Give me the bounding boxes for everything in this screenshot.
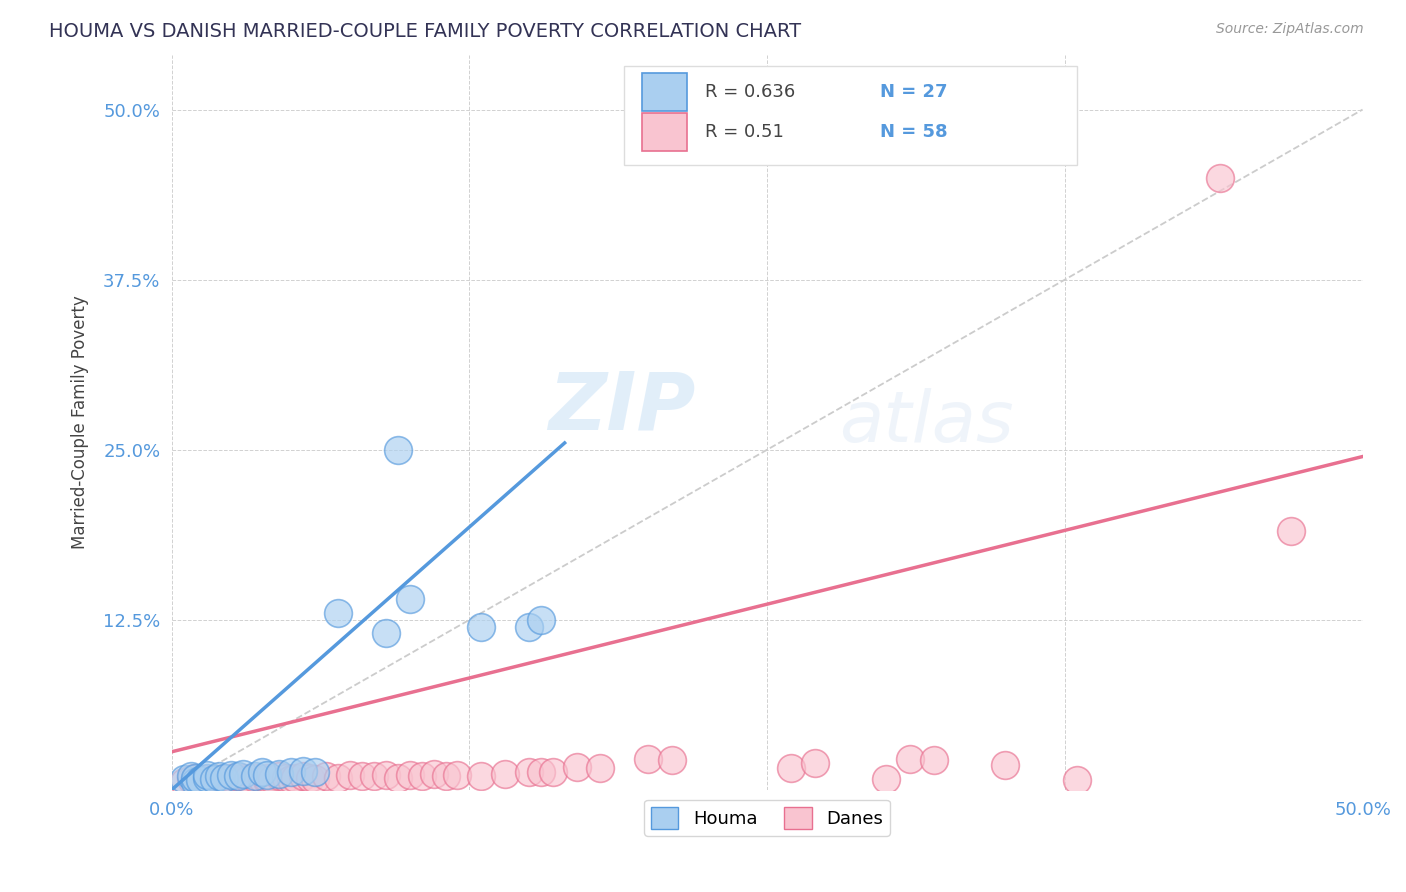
Point — [803, 756, 825, 770]
Point — [195, 768, 218, 782]
Text: ZIP: ZIP — [548, 368, 696, 447]
Point — [188, 773, 211, 788]
Text: R = 0.51: R = 0.51 — [706, 123, 785, 141]
Point — [173, 772, 195, 786]
Text: atlas: atlas — [838, 388, 1014, 457]
Point — [212, 771, 235, 785]
Point — [352, 769, 374, 783]
Point — [184, 773, 207, 788]
Point — [256, 771, 278, 785]
Text: N = 58: N = 58 — [880, 123, 948, 141]
Point — [328, 771, 350, 785]
Point — [661, 753, 683, 767]
Point — [219, 768, 242, 782]
Point — [875, 772, 897, 786]
Point — [517, 620, 540, 634]
Point — [517, 765, 540, 780]
Point — [398, 768, 420, 782]
Point — [434, 769, 457, 783]
FancyBboxPatch shape — [643, 113, 688, 152]
Point — [291, 764, 314, 778]
Point — [184, 771, 207, 785]
Legend: Houma, Danes: Houma, Danes — [644, 799, 890, 836]
Point — [260, 772, 283, 786]
Point — [298, 771, 321, 785]
Point — [898, 751, 921, 765]
Point — [243, 771, 266, 785]
Point — [470, 620, 492, 634]
Point — [256, 768, 278, 782]
Point — [315, 769, 337, 783]
Point — [1208, 170, 1230, 185]
Point — [180, 769, 202, 783]
Point — [280, 772, 302, 786]
Point — [243, 769, 266, 783]
Point — [637, 751, 659, 765]
Point — [994, 758, 1017, 772]
Point — [267, 766, 290, 780]
Point — [195, 772, 218, 786]
Point — [565, 760, 588, 774]
Point — [328, 606, 350, 620]
Point — [1279, 524, 1302, 539]
Text: HOUMA VS DANISH MARRIED-COUPLE FAMILY POVERTY CORRELATION CHART: HOUMA VS DANISH MARRIED-COUPLE FAMILY PO… — [49, 22, 801, 41]
Point — [284, 771, 307, 785]
Point — [1066, 773, 1088, 788]
Point — [530, 765, 553, 780]
Point — [589, 761, 612, 775]
Point — [219, 772, 242, 786]
Point — [304, 772, 326, 786]
Point — [236, 772, 259, 786]
Point — [280, 765, 302, 780]
Text: Source: ZipAtlas.com: Source: ZipAtlas.com — [1216, 22, 1364, 37]
Point — [184, 774, 207, 789]
Point — [267, 769, 290, 783]
Point — [232, 771, 254, 785]
Point — [208, 769, 231, 783]
Text: R = 0.636: R = 0.636 — [706, 83, 796, 101]
Point — [180, 772, 202, 786]
Point — [250, 765, 273, 780]
Y-axis label: Married-Couple Family Poverty: Married-Couple Family Poverty — [72, 295, 89, 549]
Point — [204, 772, 226, 786]
Point — [339, 768, 361, 782]
Point — [363, 769, 385, 783]
FancyBboxPatch shape — [643, 73, 688, 111]
FancyBboxPatch shape — [624, 66, 1077, 165]
Point — [195, 771, 218, 785]
Point — [387, 771, 409, 785]
Point — [398, 592, 420, 607]
Point — [188, 773, 211, 788]
Point — [541, 765, 564, 780]
Point — [184, 771, 207, 785]
Point — [422, 766, 444, 780]
Point — [780, 761, 803, 775]
Point — [291, 769, 314, 783]
Point — [494, 766, 516, 780]
Point — [446, 768, 468, 782]
Point — [195, 774, 218, 789]
Point — [411, 769, 433, 783]
Point — [208, 772, 231, 786]
Point — [250, 772, 273, 786]
Point — [304, 765, 326, 780]
Point — [375, 768, 398, 782]
Point — [530, 613, 553, 627]
Point — [470, 769, 492, 783]
Point — [204, 773, 226, 788]
Point — [375, 626, 398, 640]
Point — [256, 773, 278, 788]
Point — [274, 771, 297, 785]
Point — [212, 773, 235, 788]
Point — [226, 769, 249, 783]
Point — [173, 774, 195, 789]
Point — [219, 771, 242, 785]
Point — [232, 773, 254, 788]
Text: N = 27: N = 27 — [880, 83, 948, 101]
Point — [232, 766, 254, 780]
Point — [226, 772, 249, 786]
Point — [387, 442, 409, 457]
Point — [922, 753, 945, 767]
